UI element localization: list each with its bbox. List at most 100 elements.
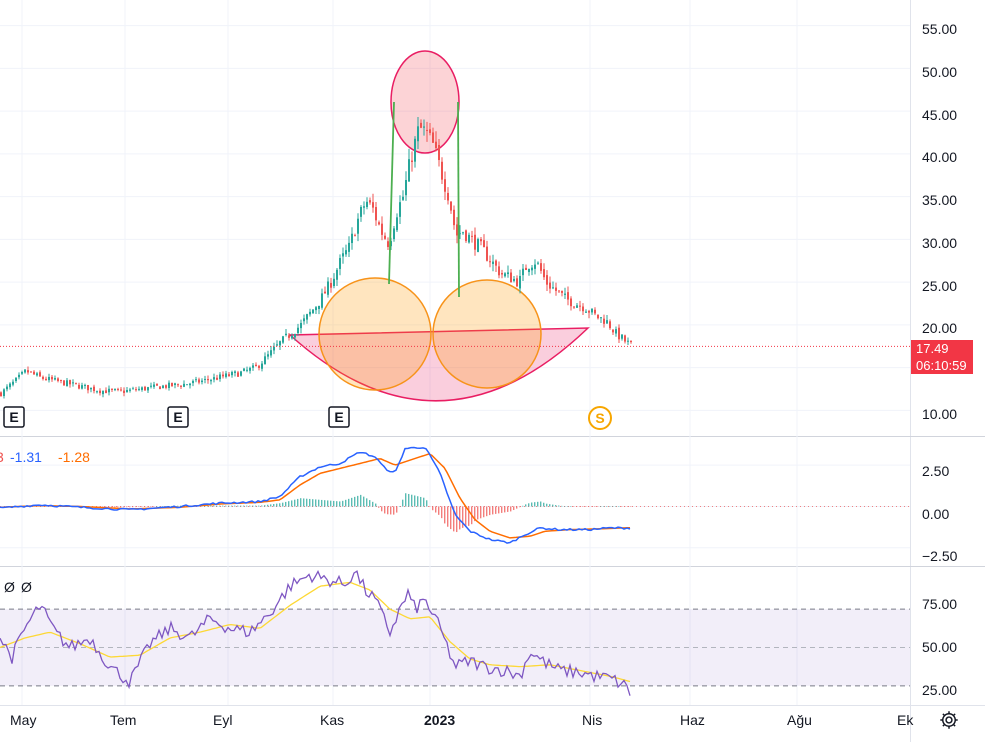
macd-histogram-bar [558,505,560,507]
candle-body [264,356,266,365]
candle-body [564,293,566,295]
macd-histogram-bar [345,499,347,507]
rsi-legend[interactable]: Ø Ø [4,579,32,595]
candle-body [510,272,512,283]
macd-histogram-bar [579,506,581,507]
candle-body [237,372,239,377]
macd-histogram-bar [330,500,332,507]
macd-histogram-bar [234,505,236,507]
candle-body [72,382,74,384]
macd-histogram-bar [564,506,566,507]
macd-histogram-bar [516,506,518,509]
macd-histogram-bar [105,506,107,508]
macd-histogram-bar [372,501,374,507]
candle-body [57,378,59,381]
macd-histogram-bar [405,493,407,507]
green-line-left [388,101,395,285]
rsi-tick: 75.00 [922,596,957,612]
candle-body [504,273,506,277]
candle-body [270,350,272,356]
circle-annotation-left [318,277,432,391]
candle-body [345,250,347,255]
rsi-axis[interactable]: 75.00 50.00 25.00 [922,596,957,698]
macd-histogram-bar [261,505,263,507]
macd-histogram-bar [375,503,377,507]
macd-histogram-bar [462,506,464,528]
macd-histogram-bar [408,493,410,507]
event-marker-earnings[interactable]: E [167,406,189,428]
candle-body [396,217,398,231]
macd-histogram-bar [156,506,158,507]
candle-body [288,335,290,338]
macd-histogram-bar [504,506,506,513]
rsi-tick: 25.00 [922,682,957,698]
time-label: Ek [897,712,914,728]
grid [0,0,910,705]
event-marker-earnings[interactable]: E [328,406,350,428]
macd-histogram-bar [543,502,545,507]
candle-body [516,278,518,287]
event-marker-split[interactable]: S [588,406,612,430]
candle-body [42,376,44,379]
gear-icon[interactable] [938,709,960,731]
candle-body [186,384,188,386]
macd-histogram-bar [207,505,209,507]
candle-body [126,389,128,393]
candle-body [552,287,554,289]
macd-histogram-bar [444,506,446,524]
macd-histogram-bar [438,506,440,515]
rsi-tick: 50.00 [922,639,957,655]
candle-body [21,371,23,374]
price-tick: 10.00 [922,406,957,422]
macd-histogram-bar [360,494,362,507]
macd-histogram-bar [432,506,434,511]
rsi-ma-line [0,581,631,683]
candle-body [606,320,608,324]
macd-axis[interactable]: 2.50 0.00 −2.50 [922,463,958,564]
event-marker-earnings[interactable]: E [3,406,25,428]
price-tick: 55.00 [922,21,957,37]
macd-histogram-bar [354,496,356,507]
candle-body [501,273,503,275]
macd-histogram-bar [306,498,308,507]
macd-histogram-bar [513,506,515,511]
candle-body [18,374,20,378]
candle-body [627,340,629,342]
candle-body [489,261,491,263]
macd-histogram-bar [597,506,599,507]
candle-body [507,272,509,275]
candle-body [339,258,341,269]
candle-body [123,390,125,393]
macd-histogram-bar [267,504,269,507]
macd-histogram-bar [162,506,164,507]
macd-histogram-bar [363,496,365,507]
candle-body [573,306,575,308]
candle-body [150,385,152,387]
candle-body [318,305,320,310]
time-axis[interactable]: May Tem Eyl Kas 2023 Nis Haz Ağu Ek [10,712,914,728]
price-axis[interactable]: 55.00 50.00 45.00 40.00 35.00 30.00 25.0… [922,21,957,422]
macd-histogram-bar [534,502,536,507]
macd-histogram-bar [561,505,563,507]
price-tick: 35.00 [922,192,957,208]
candle-body [582,306,584,312]
candle-body [114,389,116,391]
macd-histogram-bar [519,506,521,508]
macd-histogram-bar [240,505,242,507]
macd-histogram-bar [459,506,461,530]
macd-legend[interactable]: 3 -1.31 -1.28 [0,449,90,465]
candle-body [540,263,542,271]
candle-body [303,318,305,322]
candle-body [558,290,560,292]
candle-body [534,264,536,269]
candle-body [459,233,461,235]
candle-body [267,354,269,357]
candle-body [282,336,284,343]
price-tick: 20.00 [922,320,957,336]
macd-histogram-bar [510,506,512,512]
macd-histogram-bar [567,506,569,507]
macd-histogram-bar [501,506,503,513]
candle-body [414,138,416,162]
macd-histogram-bar [324,500,326,507]
